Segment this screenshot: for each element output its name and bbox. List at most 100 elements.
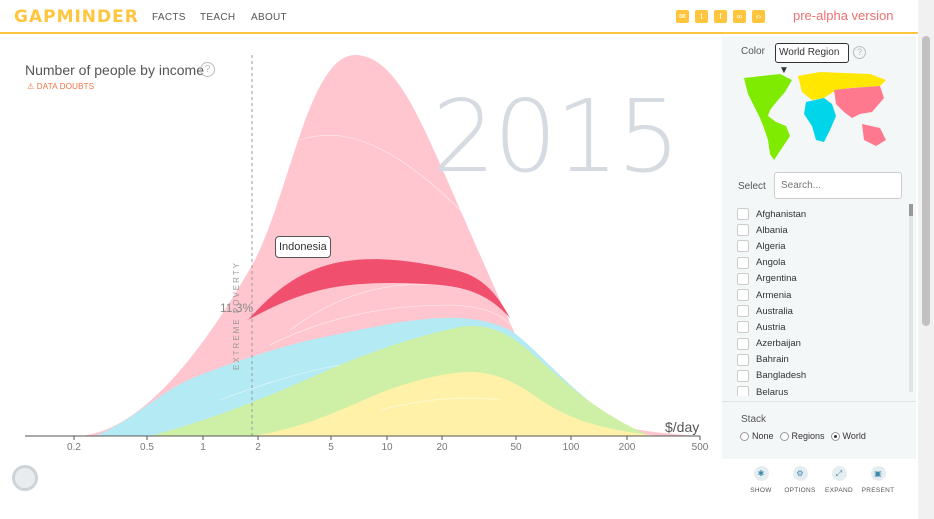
x-tick-label: 20 — [436, 442, 448, 453]
country-name: Albania — [756, 224, 788, 236]
list-item[interactable]: Belarus — [737, 384, 907, 396]
country-name: Bahrain — [756, 354, 789, 366]
x-tick-label: 0.5 — [140, 442, 154, 453]
expand-icon: ⤢ — [831, 466, 847, 481]
gapminder-logo[interactable]: GAPMINDER — [14, 7, 139, 27]
select-label: Select — [738, 181, 766, 192]
world-region-map[interactable] — [740, 70, 890, 162]
country-name: Angola — [756, 257, 786, 269]
checkbox[interactable] — [737, 305, 749, 318]
show-label: SHOW — [750, 487, 772, 494]
stack-option-regions[interactable]: Regions — [779, 431, 825, 442]
radio[interactable] — [740, 432, 749, 442]
map-africa — [804, 98, 836, 142]
highlight-share-label: 11.3% — [220, 301, 254, 315]
radio[interactable] — [779, 432, 789, 442]
stack-option-none[interactable]: None — [740, 431, 774, 442]
stack-options: None Regions World — [740, 431, 866, 442]
checkbox[interactable] — [737, 369, 749, 382]
color-dropdown[interactable]: World Region ▼ — [775, 43, 849, 76]
map-asia — [834, 86, 886, 146]
country-name: Azerbaijan — [756, 338, 801, 350]
stack-option-label: Regions — [791, 431, 825, 441]
color-label: Color — [741, 46, 765, 57]
x-tick-label: 1 — [200, 442, 206, 453]
scrollbar-thumb[interactable] — [922, 36, 930, 326]
present-label: PRESENT — [861, 487, 895, 494]
list-item[interactable]: Azerbaijan — [737, 336, 907, 352]
map-americas — [744, 74, 792, 160]
checkbox[interactable] — [737, 353, 749, 366]
checkbox[interactable] — [737, 321, 749, 334]
chevron-down-icon: ▼ — [779, 65, 789, 76]
x-tick-label: 5 — [328, 442, 334, 453]
x-tick-label: 50 — [510, 442, 522, 453]
list-item[interactable]: Bahrain — [737, 352, 907, 368]
income-mountain-chart[interactable] — [0, 0, 722, 459]
radio-selected[interactable] — [830, 432, 840, 442]
country-name: Bangladesh — [756, 370, 807, 382]
list-item[interactable]: Argentina — [737, 271, 907, 287]
nav-about[interactable]: ABOUT — [251, 12, 287, 23]
divider — [722, 401, 916, 402]
checkbox[interactable] — [737, 272, 749, 285]
x-tick-label: 200 — [618, 442, 636, 453]
nav-facts[interactable]: FACTS — [152, 12, 186, 23]
list-item[interactable]: Angola — [737, 255, 907, 271]
list-item[interactable]: Albania — [737, 222, 907, 238]
extreme-poverty-label: EXTREME POVERTY — [232, 261, 241, 370]
page-scrollbar[interactable] — [918, 0, 934, 519]
stack-option-world[interactable]: World — [830, 431, 866, 442]
list-item[interactable]: Australia — [737, 303, 907, 319]
stack-option-label: None — [752, 431, 774, 441]
version-label: pre-alpha version — [793, 8, 894, 23]
x-tick-label: 2 — [255, 442, 261, 453]
series-asia-area — [80, 55, 700, 436]
highlight-tooltip: Indonesia — [275, 236, 331, 258]
color-dropdown-value: World Region — [779, 47, 840, 58]
show-button[interactable]: ✱ SHOW — [736, 466, 786, 494]
facebook-icon[interactable]: f — [714, 10, 727, 23]
options-button[interactable]: ⚙ OPTIONS — [775, 466, 825, 494]
scrollbar-thumb[interactable] — [909, 204, 913, 216]
country-name: Armenia — [756, 289, 792, 301]
present-button[interactable]: ▣ PRESENT — [853, 466, 903, 494]
list-item[interactable]: Algeria — [737, 238, 907, 254]
list-item[interactable]: Bangladesh — [737, 368, 907, 384]
x-tick-label: 500 — [691, 442, 709, 453]
checkbox[interactable] — [737, 337, 749, 350]
country-name: Argentina — [756, 273, 797, 285]
country-lines — [219, 134, 516, 411]
checkbox[interactable] — [737, 208, 749, 221]
expand-button[interactable]: ⤢ EXPAND — [814, 466, 864, 494]
country-name: Algeria — [756, 240, 786, 252]
top-bar: GAPMINDER FACTS TEACH ABOUT ✉ t f ∞ ‹› p… — [0, 0, 918, 34]
list-item[interactable]: Afghanistan — [737, 206, 907, 222]
link-icon[interactable]: ∞ — [733, 10, 746, 23]
checkbox[interactable] — [737, 240, 749, 253]
twitter-icon[interactable]: t — [695, 10, 708, 23]
list-item[interactable]: Armenia — [737, 287, 907, 303]
checkbox[interactable] — [737, 256, 749, 269]
nav-teach[interactable]: TEACH — [200, 12, 236, 23]
country-name: Australia — [756, 305, 793, 317]
country-name: Belarus — [756, 386, 789, 396]
gear-icon: ⚙ — [792, 466, 808, 481]
asterisk-icon: ✱ — [753, 466, 769, 481]
present-icon: ▣ — [870, 466, 886, 481]
embed-icon[interactable]: ‹› — [752, 10, 765, 23]
list-item[interactable]: Austria — [737, 319, 907, 335]
checkbox[interactable] — [737, 224, 749, 237]
color-help-icon[interactable]: ? — [853, 46, 866, 59]
data-doubts-link[interactable]: ⚠ DATA DOUBTS — [27, 82, 95, 91]
country-search-input[interactable] — [774, 172, 902, 199]
x-axis-unit: $/day — [665, 419, 700, 435]
checkbox[interactable] — [737, 289, 749, 302]
chart-help-icon[interactable]: ? — [200, 62, 215, 77]
chart-title: Number of people by income — [25, 62, 204, 78]
loading-spinner — [12, 465, 38, 491]
series-indonesia-highlight — [248, 259, 510, 320]
checkbox[interactable] — [737, 386, 749, 396]
email-icon[interactable]: ✉ — [676, 10, 689, 23]
country-list-scrollbar[interactable] — [909, 204, 913, 392]
